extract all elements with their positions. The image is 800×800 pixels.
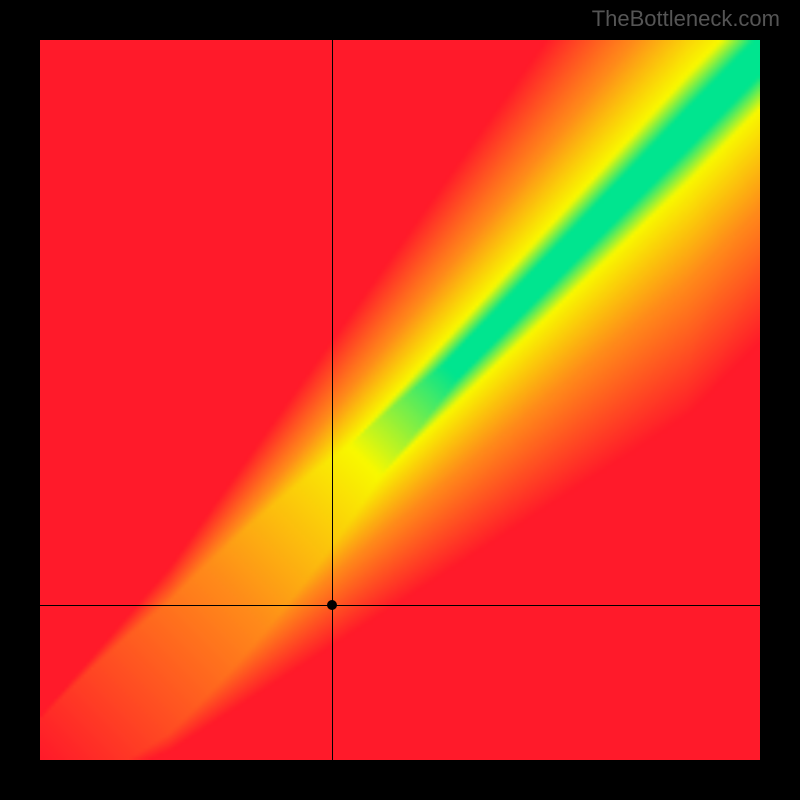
crosshair-vertical — [332, 40, 333, 760]
plot-area — [40, 40, 760, 760]
watermark-text: TheBottleneck.com — [592, 6, 780, 32]
marker-dot — [327, 600, 337, 610]
heatmap-canvas — [40, 40, 760, 760]
crosshair-horizontal — [40, 605, 760, 606]
chart-container: TheBottleneck.com — [0, 0, 800, 800]
